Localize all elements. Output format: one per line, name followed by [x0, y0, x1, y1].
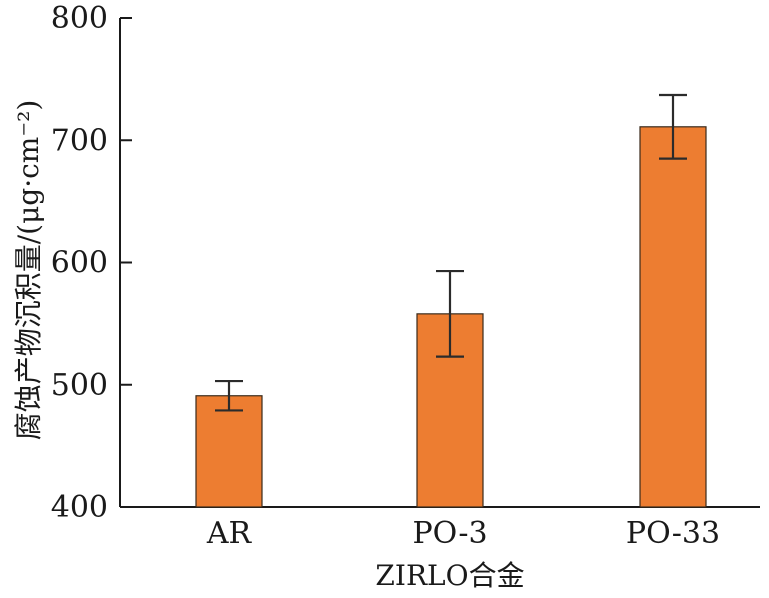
bar-ar: [195, 395, 263, 508]
y-tick-label: 600: [51, 246, 108, 281]
error-bar-ar: [215, 379, 243, 412]
y-axis: 400 500 600 700 800: [51, 1, 132, 525]
bars: [195, 126, 707, 508]
y-ticks: 400 500 600 700 800: [51, 1, 132, 525]
y-tick-label: 500: [51, 368, 108, 403]
y-tick-label: 800: [51, 1, 108, 36]
x-tick-label: PO-33: [626, 516, 720, 551]
x-tick-label: AR: [206, 516, 253, 551]
error-bars: [215, 93, 687, 412]
bar-po-33: [639, 126, 707, 508]
y-axis-title: 腐蚀产物沉积量/(μg·cm⁻²): [12, 100, 45, 441]
error-bar-po-33: [659, 93, 687, 160]
y-tick-label: 400: [51, 490, 108, 525]
y-tick-label: 700: [51, 123, 108, 158]
x-axis-title: ZIRLO合金: [375, 559, 524, 592]
x-tick-label: PO-3: [412, 516, 487, 551]
error-bar-po-3: [436, 269, 464, 358]
